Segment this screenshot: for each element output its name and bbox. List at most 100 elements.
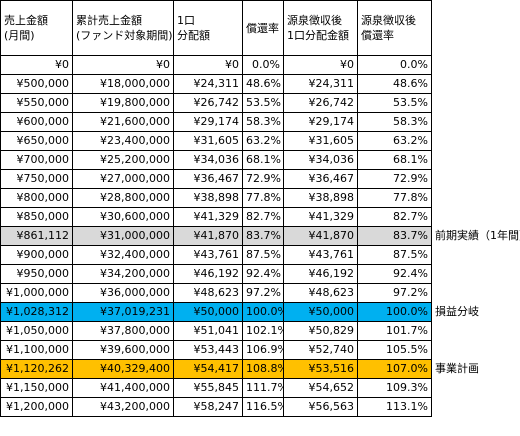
- table-cell: ¥750,000: [0, 170, 73, 189]
- table-cell: 48.6%: [243, 75, 284, 94]
- table-cell: 83.7%: [358, 227, 432, 246]
- table-cell: ¥39,600,000: [73, 341, 174, 360]
- table-cell: ¥27,000,000: [73, 170, 174, 189]
- table-cell: ¥46,192: [284, 265, 358, 284]
- table-cell: ¥54,417: [174, 360, 243, 379]
- table-cell: ¥34,200,000: [73, 265, 174, 284]
- header-text: 1口分配金額: [287, 29, 349, 42]
- row-note: 事業計画: [435, 362, 479, 375]
- table-cell: ¥0: [174, 56, 243, 75]
- table-cell: ¥38,898: [284, 189, 358, 208]
- table-cell: ¥1,100,000: [0, 341, 73, 360]
- table-cell: ¥54,652: [284, 379, 358, 398]
- table-cell: 116.5%: [243, 398, 284, 417]
- table-cell: 100.0%: [358, 303, 432, 322]
- table-cell: 77.8%: [243, 189, 284, 208]
- table-cell: ¥1,028,312: [0, 303, 73, 322]
- table-cell: ¥52,740: [284, 341, 358, 360]
- table-cell: ¥19,800,000: [73, 94, 174, 113]
- table-cell: 77.8%: [358, 189, 432, 208]
- table-cell: ¥40,329,400: [73, 360, 174, 379]
- table-cell: 87.5%: [243, 246, 284, 265]
- table-cell: ¥23,400,000: [73, 132, 174, 151]
- table-cell: ¥800,000: [0, 189, 73, 208]
- table-cell: ¥1,050,000: [0, 322, 73, 341]
- table-cell: ¥29,174: [284, 113, 358, 132]
- table-cell: 87.5%: [358, 246, 432, 265]
- table-cell: ¥32,400,000: [73, 246, 174, 265]
- table-cell: ¥36,467: [174, 170, 243, 189]
- header-cell: 売上金額 (月間): [0, 0, 73, 56]
- table-cell: 53.5%: [243, 94, 284, 113]
- table-cell: ¥48,623: [284, 284, 358, 303]
- table-cell: 83.7%: [243, 227, 284, 246]
- table-cell: 92.4%: [358, 265, 432, 284]
- table-cell: 63.2%: [243, 132, 284, 151]
- table-cell: ¥500,000: [0, 75, 73, 94]
- table-cell: ¥34,036: [174, 151, 243, 170]
- table-cell: ¥24,311: [174, 75, 243, 94]
- table-cell: ¥0: [73, 56, 174, 75]
- table-cell: 113.1%: [358, 398, 432, 417]
- table-cell: ¥50,000: [174, 303, 243, 322]
- table-cell: ¥25,200,000: [73, 151, 174, 170]
- table-cell: ¥21,600,000: [73, 113, 174, 132]
- table-cell: 106.9%: [243, 341, 284, 360]
- header-cell: 源泉徴収後 償還率: [358, 0, 432, 56]
- table-cell: ¥30,600,000: [73, 208, 174, 227]
- table-cell: ¥850,000: [0, 208, 73, 227]
- table-cell: ¥700,000: [0, 151, 73, 170]
- header-text: (ファンド対象期間): [76, 29, 173, 42]
- table-cell: ¥18,000,000: [73, 75, 174, 94]
- table-cell: ¥29,174: [174, 113, 243, 132]
- table-cell: ¥0: [0, 56, 73, 75]
- table-cell: ¥53,516: [284, 360, 358, 379]
- table-cell: ¥31,605: [284, 132, 358, 151]
- table-cell: ¥36,000,000: [73, 284, 174, 303]
- table-cell: ¥950,000: [0, 265, 73, 284]
- table-cell: ¥48,623: [174, 284, 243, 303]
- table-cell: ¥1,120,262: [0, 360, 73, 379]
- table-cell: 0.0%: [243, 56, 284, 75]
- table-cell: ¥37,019,231: [73, 303, 174, 322]
- table-cell: ¥34,036: [284, 151, 358, 170]
- header-text: 源泉徴収後: [287, 14, 342, 27]
- table-cell: ¥550,000: [0, 94, 73, 113]
- table-cell: ¥31,000,000: [73, 227, 174, 246]
- table-cell: 72.9%: [243, 170, 284, 189]
- header-cell: 1口 分配額: [174, 0, 243, 56]
- table-cell: 53.5%: [358, 94, 432, 113]
- table-cell: 111.7%: [243, 379, 284, 398]
- table-cell: ¥0: [284, 56, 358, 75]
- table-cell: ¥43,761: [284, 246, 358, 265]
- table-cell: 82.7%: [358, 208, 432, 227]
- table-cell: ¥41,400,000: [73, 379, 174, 398]
- table-cell: 48.6%: [358, 75, 432, 94]
- table-cell: 100.0%: [243, 303, 284, 322]
- table-cell: 58.3%: [358, 113, 432, 132]
- header-text: 累計売上金額: [76, 14, 142, 27]
- table-cell: ¥28,800,000: [73, 189, 174, 208]
- table-cell: ¥26,742: [174, 94, 243, 113]
- table-cell: ¥41,870: [284, 227, 358, 246]
- table-cell: ¥650,000: [0, 132, 73, 151]
- table-cell: ¥50,829: [284, 322, 358, 341]
- table-cell: ¥31,605: [174, 132, 243, 151]
- table-cell: ¥41,870: [174, 227, 243, 246]
- table-cell: 105.5%: [358, 341, 432, 360]
- table-cell: 108.8%: [243, 360, 284, 379]
- table-cell: 63.2%: [358, 132, 432, 151]
- table-cell: ¥43,761: [174, 246, 243, 265]
- table-cell: ¥36,467: [284, 170, 358, 189]
- table-cell: 58.3%: [243, 113, 284, 132]
- table-cell: ¥53,443: [174, 341, 243, 360]
- table-cell: 72.9%: [358, 170, 432, 189]
- table-cell: ¥861,112: [0, 227, 73, 246]
- table-cell: 92.4%: [243, 265, 284, 284]
- table-cell: 109.3%: [358, 379, 432, 398]
- table-cell: ¥43,200,000: [73, 398, 174, 417]
- table-cell: 102.1%: [243, 322, 284, 341]
- header-cell: 源泉徴収後 1口分配金額: [284, 0, 358, 56]
- header-text: 償還率: [361, 29, 394, 42]
